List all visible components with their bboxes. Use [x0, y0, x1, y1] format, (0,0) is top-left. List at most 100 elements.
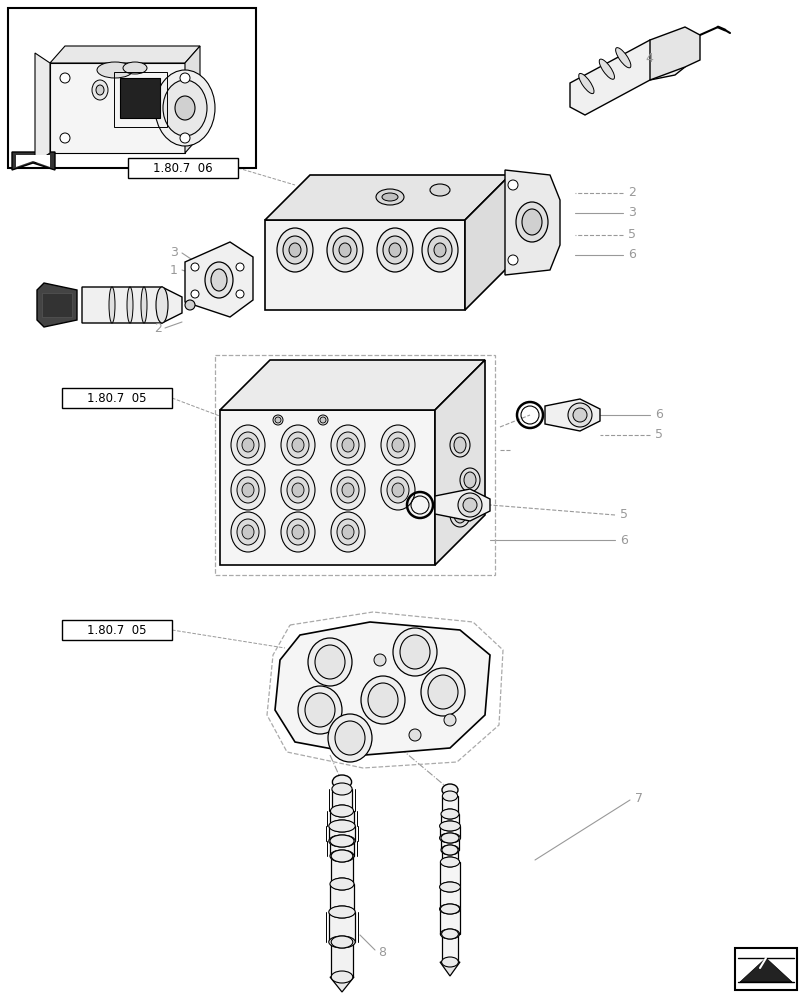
Polygon shape: [544, 399, 599, 431]
Text: 2: 2: [154, 322, 162, 334]
Ellipse shape: [578, 73, 594, 94]
Polygon shape: [649, 27, 699, 80]
Ellipse shape: [440, 833, 458, 843]
Ellipse shape: [328, 906, 354, 918]
Ellipse shape: [307, 638, 351, 686]
Text: 6: 6: [620, 534, 627, 546]
Polygon shape: [439, 887, 460, 909]
Polygon shape: [440, 814, 458, 826]
Ellipse shape: [515, 202, 547, 242]
Ellipse shape: [387, 477, 409, 503]
Polygon shape: [82, 287, 182, 323]
Ellipse shape: [440, 904, 459, 914]
Ellipse shape: [331, 425, 365, 465]
Ellipse shape: [449, 503, 470, 527]
Polygon shape: [441, 850, 457, 862]
Ellipse shape: [92, 80, 108, 100]
Ellipse shape: [361, 676, 405, 724]
Ellipse shape: [163, 80, 207, 136]
Text: 3: 3: [627, 207, 635, 220]
Ellipse shape: [337, 477, 358, 503]
Ellipse shape: [329, 878, 354, 890]
Ellipse shape: [286, 477, 309, 503]
Ellipse shape: [441, 845, 457, 855]
Ellipse shape: [338, 243, 350, 257]
Ellipse shape: [380, 425, 414, 465]
Ellipse shape: [441, 784, 457, 796]
Ellipse shape: [237, 519, 259, 545]
Ellipse shape: [281, 470, 315, 510]
Ellipse shape: [392, 483, 404, 497]
Polygon shape: [435, 360, 484, 565]
Ellipse shape: [440, 821, 458, 831]
Ellipse shape: [439, 821, 460, 831]
Ellipse shape: [332, 775, 351, 789]
Ellipse shape: [328, 714, 371, 762]
Ellipse shape: [109, 287, 115, 323]
Polygon shape: [37, 283, 77, 327]
Ellipse shape: [439, 833, 460, 843]
Ellipse shape: [236, 290, 243, 298]
Ellipse shape: [298, 686, 341, 734]
Ellipse shape: [440, 929, 459, 939]
Polygon shape: [329, 841, 354, 856]
Text: 1.80.7  06: 1.80.7 06: [153, 161, 212, 174]
Ellipse shape: [341, 438, 354, 452]
Polygon shape: [331, 856, 352, 884]
Polygon shape: [328, 826, 354, 841]
Polygon shape: [264, 220, 465, 310]
Polygon shape: [12, 152, 55, 170]
Ellipse shape: [441, 957, 458, 967]
Ellipse shape: [441, 857, 457, 867]
Ellipse shape: [440, 882, 459, 892]
Ellipse shape: [332, 783, 352, 795]
Bar: [62, 388, 172, 408]
Ellipse shape: [286, 519, 309, 545]
Ellipse shape: [204, 262, 233, 298]
Ellipse shape: [242, 483, 254, 497]
Polygon shape: [442, 796, 457, 814]
Ellipse shape: [329, 906, 354, 918]
Ellipse shape: [331, 512, 365, 552]
Polygon shape: [264, 175, 509, 220]
Text: 6: 6: [654, 408, 662, 422]
Polygon shape: [42, 293, 72, 317]
Ellipse shape: [331, 971, 352, 983]
Bar: [734, 948, 796, 990]
Ellipse shape: [374, 654, 385, 666]
Ellipse shape: [331, 878, 352, 890]
Ellipse shape: [463, 472, 475, 488]
Ellipse shape: [191, 290, 199, 298]
Ellipse shape: [420, 668, 465, 716]
Ellipse shape: [329, 850, 354, 862]
Polygon shape: [504, 170, 560, 275]
Ellipse shape: [237, 477, 259, 503]
Polygon shape: [16, 155, 50, 167]
Ellipse shape: [375, 189, 404, 205]
Polygon shape: [330, 811, 353, 826]
Ellipse shape: [433, 243, 445, 257]
Text: 2: 2: [627, 186, 635, 200]
Ellipse shape: [439, 882, 460, 892]
Polygon shape: [440, 862, 459, 887]
Text: 8: 8: [378, 946, 385, 958]
Ellipse shape: [331, 850, 352, 862]
Text: 4: 4: [644, 51, 652, 64]
Bar: [128, 158, 238, 178]
Text: 3: 3: [170, 246, 178, 259]
Ellipse shape: [211, 269, 227, 291]
Polygon shape: [440, 962, 460, 976]
Ellipse shape: [185, 300, 195, 310]
Ellipse shape: [330, 820, 353, 832]
Polygon shape: [185, 242, 253, 317]
Ellipse shape: [521, 209, 541, 235]
Polygon shape: [435, 489, 489, 521]
Ellipse shape: [286, 432, 309, 458]
Ellipse shape: [281, 425, 315, 465]
Ellipse shape: [453, 507, 466, 523]
Ellipse shape: [272, 415, 283, 425]
Ellipse shape: [230, 512, 264, 552]
Ellipse shape: [380, 470, 414, 510]
Text: 5: 5: [654, 428, 663, 442]
Text: 5: 5: [620, 508, 627, 522]
